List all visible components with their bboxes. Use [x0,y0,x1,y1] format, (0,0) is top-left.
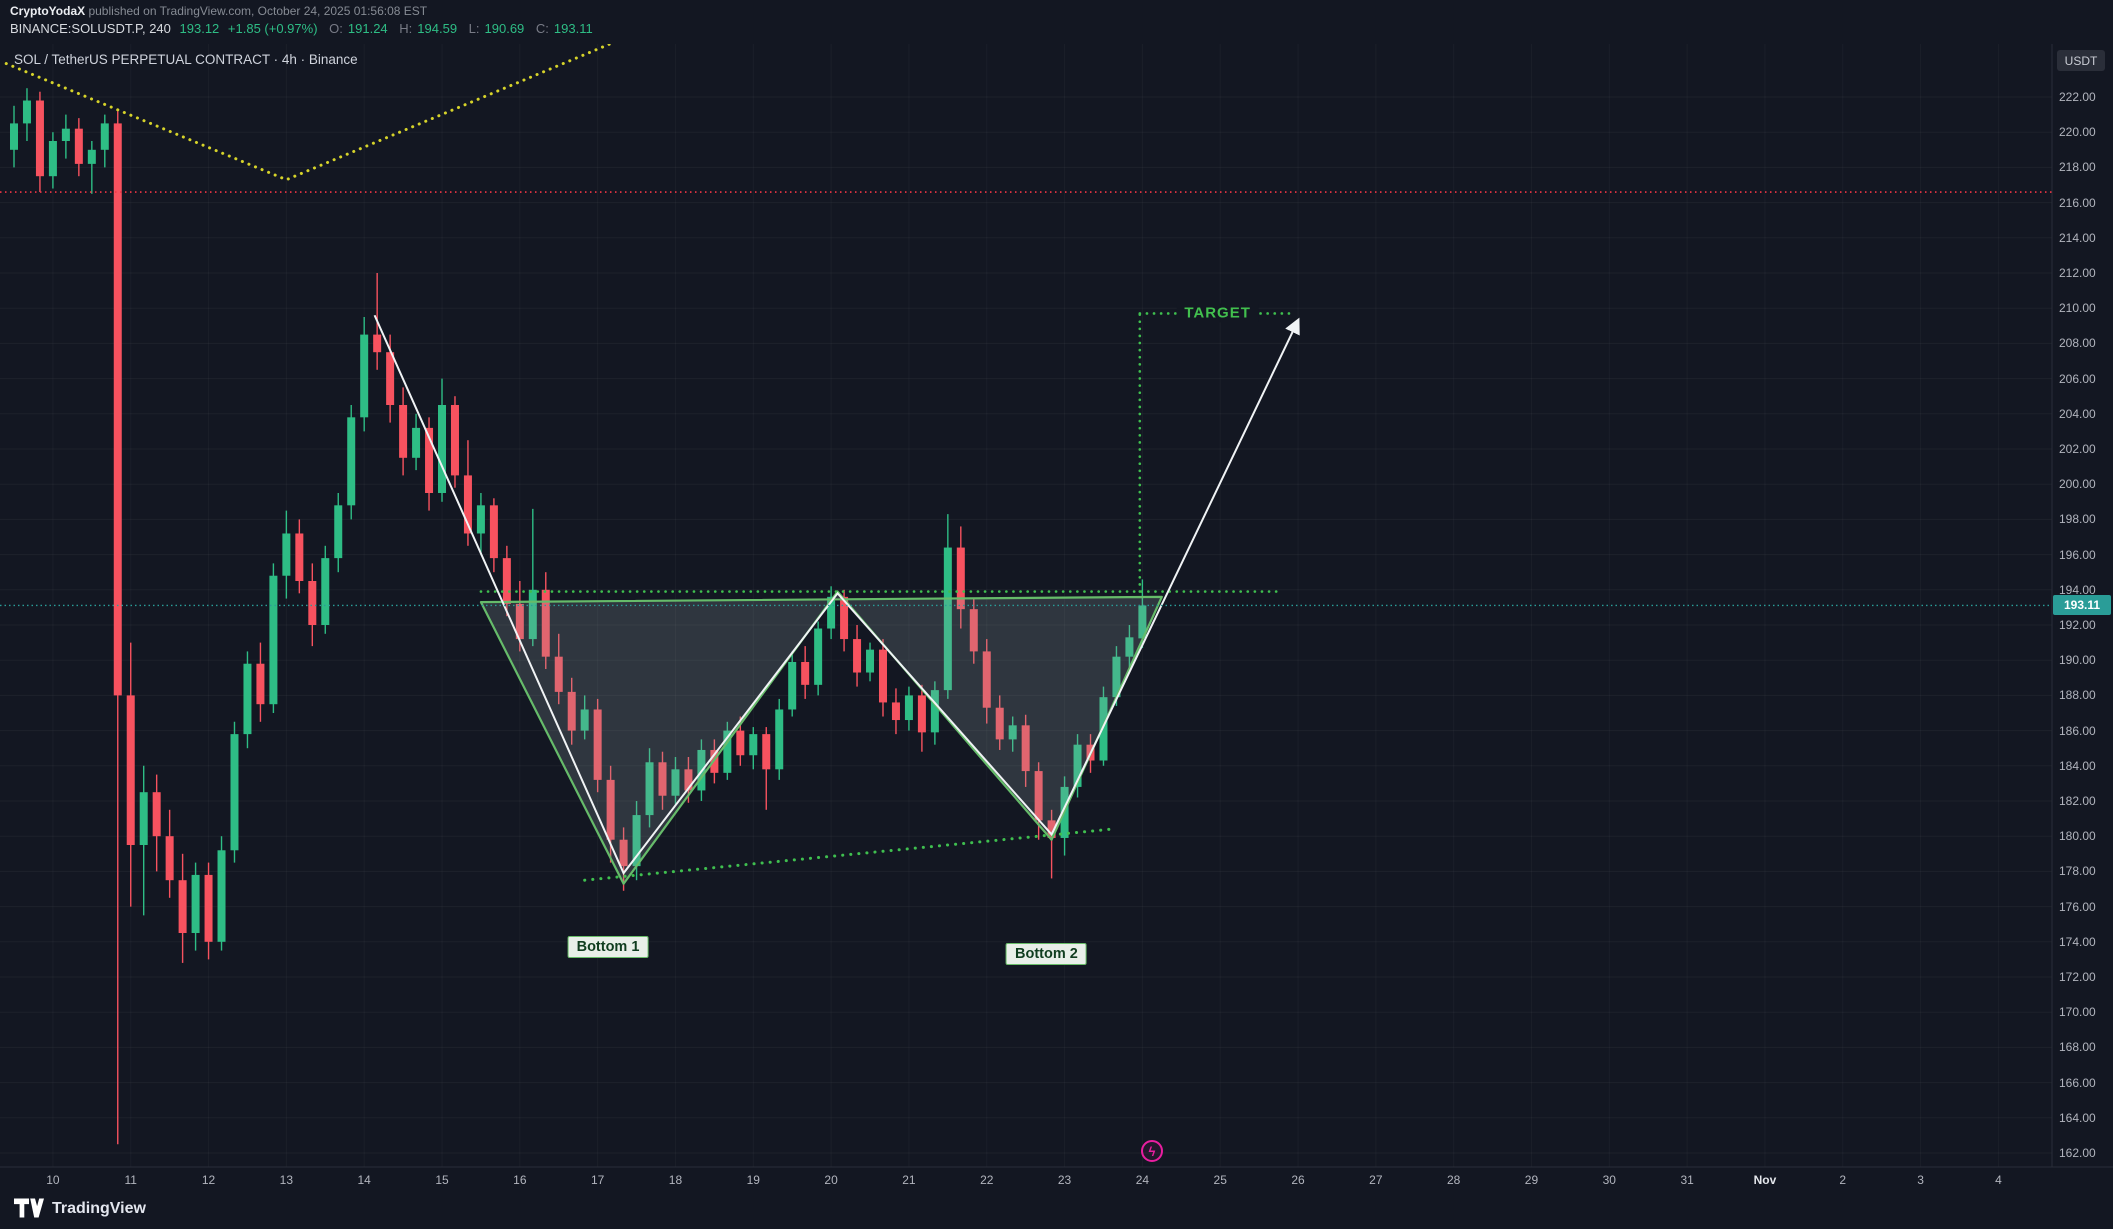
price-axis-label[interactable]: 174.00 [2059,934,2096,949]
price-axis-label[interactable]: 182.00 [2059,794,2096,808]
last-price-badge: 193.11 [2053,595,2111,616]
high-value: 194.59 [417,21,458,36]
time-axis-label[interactable]: 25 [1213,1173,1227,1187]
price-axis-label[interactable]: 194.00 [2059,582,2096,597]
price-axis-label[interactable]: 186.00 [2059,723,2096,738]
price-axis-label[interactable]: 190.00 [2059,653,2096,668]
price-axis-label[interactable]: 208.00 [2059,336,2096,351]
double-bottom-pattern[interactable] [479,590,1163,885]
price-axis-label[interactable]: 192.00 [2059,618,2096,632]
time-axis-label[interactable]: 23 [1057,1173,1072,1187]
ascending-support-line[interactable] [583,827,1113,882]
time-axis-label[interactable]: 26 [1291,1173,1305,1187]
open-value: 191.24 [347,21,388,36]
price-axis-label[interactable]: 210.00 [2059,301,2096,316]
last-price: 193.12 [179,21,220,36]
price-axis-label[interactable]: 178.00 [2059,864,2096,879]
time-axis-label[interactable]: 13 [279,1173,294,1187]
price-axis-label[interactable]: 172.00 [2059,970,2096,984]
low-value: 190.69 [484,21,525,36]
time-axis-label[interactable]: 14 [357,1173,371,1187]
time-axis-label[interactable]: 22 [980,1173,994,1187]
price-axis-label[interactable]: 212.00 [2059,266,2096,280]
price-axis-label[interactable]: 218.00 [2059,160,2096,175]
close-label: C: [535,21,549,36]
projection-arrow-path[interactable] [373,314,1300,876]
time-axis-label[interactable]: 16 [513,1173,527,1187]
publish-info-bar: CryptoYodaX published on TradingView.com… [10,4,427,18]
price-axis-label[interactable]: 168.00 [2059,1040,2096,1055]
time-axis-label[interactable]: 3 [1917,1173,1924,1187]
price-axis-label[interactable]: 176.00 [2059,899,2096,914]
open-label: O: [329,21,343,36]
bottom2-annotation-label[interactable]: Bottom 2 [1005,943,1087,966]
currency-unit-button[interactable]: USDT [2057,50,2105,71]
bottom1-annotation-label[interactable]: Bottom 1 [567,936,649,959]
footer-brand[interactable]: TradingView [14,1196,146,1221]
price-axis-label[interactable]: 200.00 [2059,477,2096,492]
price-change: +1.85 (+0.97%) [227,21,318,36]
time-axis-label[interactable]: 29 [1524,1173,1539,1187]
price-axis-label[interactable]: 180.00 [2059,829,2096,844]
time-axis-label[interactable]: 15 [435,1173,449,1187]
symbol-name[interactable]: BINANCE:SOLUSDT.P, 240 [10,21,171,36]
time-axis-label[interactable]: 31 [1680,1173,1694,1187]
price-axis-label[interactable]: 196.00 [2059,547,2096,562]
time-axis-label[interactable]: 4 [1995,1173,2002,1187]
tradingview-logo-icon [14,1198,44,1218]
price-axis-label[interactable]: 170.00 [2059,1005,2096,1020]
time-axis-label[interactable]: 17 [590,1173,605,1187]
price-axis-label[interactable]: 184.00 [2059,758,2096,773]
price-axis-label[interactable]: 206.00 [2059,371,2096,386]
price-axis-label[interactable]: 222.00 [2059,90,2096,104]
price-axis-label[interactable]: 220.00 [2059,125,2096,140]
time-axis-label[interactable]: 10 [46,1173,60,1187]
time-axis-label[interactable]: 24 [1135,1173,1150,1187]
time-axis-label[interactable]: 27 [1369,1173,1383,1187]
time-axis-label[interactable]: 21 [902,1173,916,1187]
price-axis-label[interactable]: 204.00 [2059,406,2096,421]
price-axis-label[interactable]: 216.00 [2059,195,2096,210]
price-axis-label[interactable]: 214.00 [2059,230,2096,245]
time-axis-label[interactable]: 30 [1602,1173,1616,1187]
price-axis-label[interactable]: 164.00 [2059,1110,2096,1125]
publisher-name: CryptoYodaX [10,4,86,18]
symbol-info-bar: BINANCE:SOLUSDT.P, 240 193.12 +1.85 (+0.… [10,21,593,36]
time-axis-label[interactable]: 19 [746,1173,760,1187]
time-axis-label[interactable]: 28 [1446,1173,1461,1187]
price-axis-label[interactable]: 188.00 [2059,688,2096,703]
chart-legend[interactable]: SOL / TetherUS PERPETUAL CONTRACT · 4h ·… [14,52,358,67]
price-axis-label[interactable]: 202.00 [2059,442,2096,456]
time-axis-label[interactable]: Nov [1753,1173,1777,1187]
tradingview-wordmark: TradingView [52,1199,146,1217]
target-annotation-label[interactable]: TARGET [1176,303,1259,323]
grid-lines [0,96,2052,1154]
spark-icon[interactable]: ϟ [1141,1140,1163,1162]
publish-details: published on TradingView.com, October 24… [85,4,428,18]
price-axis-label[interactable]: 166.00 [2059,1075,2096,1090]
time-axis-label[interactable]: 20 [824,1173,838,1187]
time-axis-label[interactable]: 18 [668,1173,683,1187]
time-axis-label[interactable]: 11 [124,1173,137,1187]
high-label: H: [399,21,413,36]
price-axis-label[interactable]: 198.00 [2059,512,2096,527]
time-axis-label[interactable]: 2 [1839,1173,1847,1187]
close-value: 193.11 [553,21,593,36]
price-axis-label[interactable]: 162.00 [2059,1146,2096,1160]
time-axis-label[interactable]: 12 [201,1173,216,1187]
low-label: L: [468,21,480,36]
